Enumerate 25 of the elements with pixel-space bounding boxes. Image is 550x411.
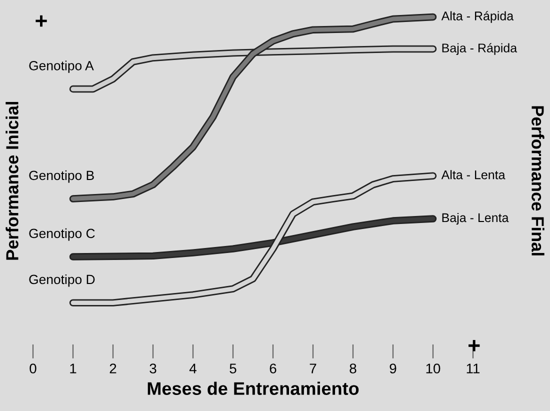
x-tick-label: 5 xyxy=(230,364,236,374)
y2-axis-title: Performance Final xyxy=(532,106,544,256)
x-tick-label: 4 xyxy=(189,364,196,374)
annotation: Alta - Rápida xyxy=(441,11,514,23)
annotation: Baja - Lenta xyxy=(442,212,509,225)
series-label: Genotipo C xyxy=(29,228,95,241)
x-tick-label: 2 xyxy=(110,364,116,374)
text: + xyxy=(468,340,480,352)
annotation: Alta - Lenta xyxy=(441,170,506,180)
annotation: Baja - Rápida xyxy=(442,43,518,55)
x-tick-label: 11 xyxy=(466,364,480,374)
x-tick-label: 7 xyxy=(310,364,316,374)
y-axis-title: Performance Inicial xyxy=(6,102,18,260)
x-tick-label: 8 xyxy=(350,364,356,374)
x-tick-label: 0 xyxy=(30,364,36,374)
series-label: Genotipo D xyxy=(29,274,95,287)
x-tick-label: 6 xyxy=(270,364,276,374)
annotation: + xyxy=(36,15,47,27)
series-label: Genotipo B xyxy=(29,170,94,183)
x-tick-label: 9 xyxy=(390,364,396,374)
x-tick-label: 3 xyxy=(150,364,156,374)
x-tick-label: 10 xyxy=(426,364,440,374)
x-tick-label: 1 xyxy=(70,364,76,374)
x-axis-title: Meses de Entrenamiento xyxy=(148,382,359,395)
series-label: Genotipo A xyxy=(29,60,94,73)
